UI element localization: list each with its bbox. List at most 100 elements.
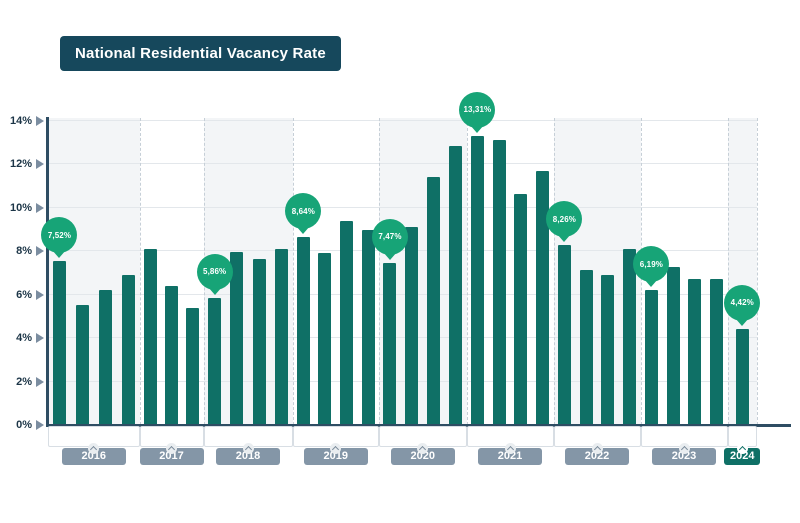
year-separator [727, 118, 729, 425]
caret-chevron [680, 445, 688, 454]
year-chip-2018: 2018 [216, 448, 280, 465]
bar-2022-Q4 [623, 248, 637, 425]
caret-up-icon [736, 443, 748, 454]
y-tick-10%: 10% [0, 201, 44, 215]
bar-2021-Q4 [536, 170, 550, 425]
y-tick-label: 6% [16, 288, 32, 301]
bar-2016-Q1 [52, 261, 66, 425]
callout-pointer [735, 317, 750, 326]
bar-2024-Q1 [735, 328, 749, 425]
year-chip-2023: 2023 [652, 448, 716, 465]
bar-2020-Q4 [449, 145, 463, 425]
callout-2021-Q1: 13,31% [459, 91, 496, 133]
bar-2020-Q2 [405, 227, 419, 425]
y-tick-arrow-icon [36, 333, 44, 343]
caret-up-icon [330, 443, 342, 454]
callout-value: 4,42% [724, 284, 761, 321]
gridline-14pct [48, 119, 757, 121]
year-separator [757, 118, 758, 425]
gridline-6pct [48, 293, 757, 295]
y-tick-arrow-icon [36, 376, 44, 387]
gridline-10pct [48, 206, 757, 208]
year-separator [292, 118, 294, 425]
callout-2016-Q1: 7,52% [41, 217, 78, 259]
bar-2016-Q2 [75, 305, 89, 425]
bar-2016-Q4 [121, 274, 135, 425]
caret-up-icon [417, 443, 429, 454]
year-chip-2020: 2020 [390, 448, 455, 465]
caret-chevron [244, 445, 252, 454]
bar-2019-Q2 [318, 253, 332, 425]
bar-2020-Q3 [427, 177, 441, 425]
callout-pointer [382, 251, 397, 260]
bar-2019-Q3 [340, 220, 354, 425]
y-tick-arrow-icon [36, 159, 44, 169]
y-tick-14%: 14% [0, 114, 44, 128]
callout-2024-Q1: 4,42% [724, 284, 761, 326]
bar-2020-Q1 [383, 262, 397, 425]
y-tick-label: 2% [16, 375, 32, 388]
bar-2023-Q3 [688, 279, 702, 425]
y-tick-arrow-icon [36, 202, 44, 213]
bar-2018-Q4 [274, 248, 288, 425]
year-separator [379, 118, 380, 425]
y-tick-label: 12% [9, 158, 32, 170]
year-chip-2017: 2017 [139, 448, 204, 465]
callout-pointer [557, 234, 572, 243]
gridline-8pct [48, 250, 757, 251]
y-tick-label: 14% [9, 114, 32, 127]
bar-2018-Q3 [252, 258, 266, 425]
chart-title: National Residential Vacancy Rate [60, 36, 341, 71]
caret-chevron [419, 445, 427, 454]
bar-2022-Q3 [601, 274, 615, 425]
year-separator [553, 118, 555, 425]
callout-2019-Q1: 8,64% [285, 193, 322, 235]
year-separator [139, 118, 141, 425]
bar-2023-Q1 [644, 290, 658, 425]
bar-2021-Q1 [470, 135, 484, 425]
bar-2019-Q4 [361, 230, 375, 425]
caret-chevron [332, 445, 340, 454]
x-axis-line [46, 424, 791, 427]
caret-up-icon [591, 443, 603, 454]
caret-chevron [506, 445, 514, 454]
year-separator [466, 118, 468, 425]
y-tick-arrow-icon [36, 115, 44, 126]
callout-2020-Q1: 7,47% [371, 218, 408, 260]
bar-2022-Q2 [579, 269, 593, 425]
bar-2016-Q3 [98, 290, 112, 425]
callout-pointer [207, 286, 222, 295]
bar-2017-Q2 [143, 248, 157, 425]
bar-2022-Q1 [557, 245, 571, 425]
caret-up-icon [242, 443, 254, 454]
caret-chevron [738, 445, 746, 454]
plot-area: 7,52% 5,86% 8,64% 7,47% 13,31% 8,26% 6,19% 4,42… [41, 91, 761, 425]
caret-up-icon [504, 443, 516, 454]
caret-chevron [90, 445, 98, 454]
caret-up-icon [678, 443, 690, 454]
y-tick-6%: 6% [0, 288, 44, 302]
bar-2023-Q2 [666, 267, 680, 425]
year-chip-2019: 2019 [303, 448, 368, 465]
y-tick-label: 8% [16, 245, 32, 257]
callout-pointer [52, 250, 67, 259]
bar-2021-Q2 [492, 140, 506, 425]
callout-value: 7,52% [41, 217, 78, 254]
callout-pointer [470, 124, 485, 133]
y-tick-arrow-icon [36, 246, 44, 256]
bar-2017-Q4 [186, 308, 200, 425]
y-tick-label: 0% [16, 419, 32, 431]
callout-value: 8,64% [285, 193, 322, 230]
callout-value: 6,19% [633, 246, 670, 283]
caret-chevron [167, 445, 176, 454]
y-tick-2%: 2% [0, 375, 44, 389]
gridline-2pct [48, 380, 757, 382]
y-tick-arrow-icon [36, 420, 44, 430]
callout-value: 7,47% [371, 218, 408, 255]
bar-2019-Q1 [296, 237, 310, 425]
y-tick-8%: 8% [0, 244, 44, 258]
caret-up-icon [88, 443, 100, 454]
y-tick-12%: 12% [0, 157, 44, 171]
callout-pointer [644, 279, 659, 288]
y-tick-4%: 4% [0, 331, 44, 345]
